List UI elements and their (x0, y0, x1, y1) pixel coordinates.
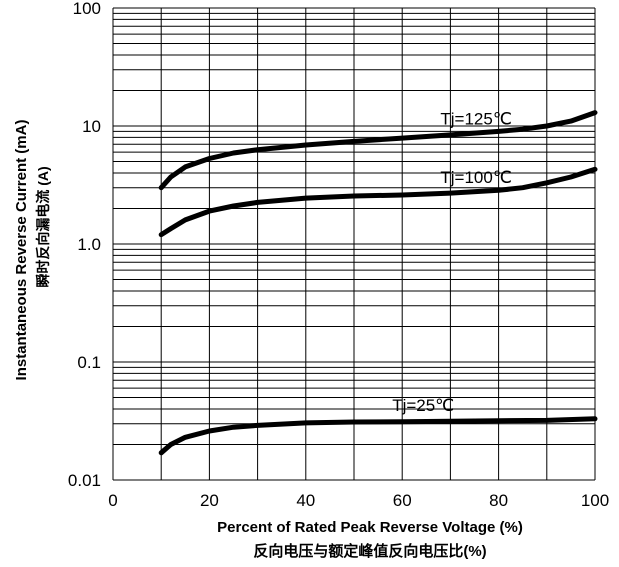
x-tick-label: 0 (108, 491, 117, 510)
y-tick-label: 1.0 (77, 235, 101, 254)
series-layer (158, 110, 598, 456)
x-tick-label: 80 (489, 491, 508, 510)
y-tick-label: 0.1 (77, 353, 101, 372)
y-axis-label: Instantaneous Reverse Current (mA) (13, 120, 30, 381)
series-label-2: Tj=25℃ (392, 396, 454, 415)
x-axis-label-cn: 反向电压与额定峰值反向电压比(%) (253, 542, 486, 560)
x-tick-label: 40 (296, 491, 315, 510)
x-tick-label: 20 (200, 491, 219, 510)
series-line-2 (158, 416, 598, 456)
y-tick-label: 0.01 (68, 471, 101, 490)
x-axis-label: Percent of Rated Peak Reverse Voltage (%… (217, 519, 523, 536)
y-axis-label-cn: 瞬时反向漏电流 (A) (35, 166, 51, 287)
x-tick-label: 60 (393, 491, 412, 510)
series-labels: Tj=125℃ Tj=100℃ Tj=25℃ (392, 109, 512, 415)
x-tick-label: 100 (581, 491, 609, 510)
grid (112, 7, 596, 481)
y-tick-label: 100 (73, 0, 101, 18)
tick-labels: 0 20 40 60 80 100 0.01 0.1 1.0 10 100 (68, 0, 609, 510)
series-line-1 (158, 166, 598, 238)
series-label-1: Tj=100℃ (440, 168, 512, 187)
y-tick-label: 10 (82, 117, 101, 136)
series-label-0: Tj=125℃ (440, 109, 512, 128)
series-line-0 (158, 110, 598, 191)
